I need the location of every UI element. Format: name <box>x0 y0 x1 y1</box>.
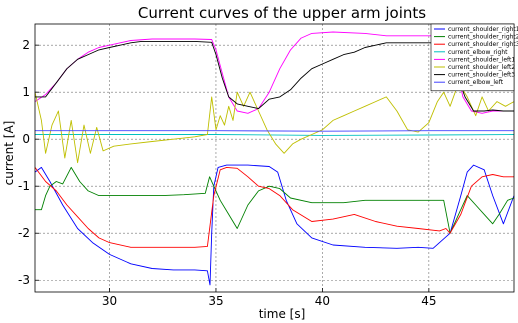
x-axis-label: time [s] <box>259 307 306 321</box>
legend-entry: current_shoulder_left3 <box>448 72 515 79</box>
y-tick-label: 1 <box>22 85 30 99</box>
y-tick-label: -2 <box>18 226 30 240</box>
legend-entry: current_elbow_left <box>448 79 504 86</box>
series-line-current-shoulder-right1 <box>34 164 515 286</box>
grid <box>35 24 514 292</box>
legend-entry: current_shoulder_left2 <box>448 64 515 71</box>
chart-title: Current curves of the upper arm joints <box>138 4 426 22</box>
legend-entry: current_shoulder_right2 <box>448 34 518 41</box>
x-tick-label: 35 <box>208 294 223 308</box>
series-line-current-shoulder-left2 <box>34 82 515 164</box>
y-axis-label: current [A] <box>2 121 16 186</box>
series-line-current-shoulder-right3 <box>34 166 514 248</box>
x-tick-label: 40 <box>315 294 330 308</box>
legend-entry: current_elbow_right <box>448 49 508 56</box>
legend-entry: current_shoulder_right1 <box>448 26 518 33</box>
y-tick-label: -1 <box>18 179 30 193</box>
plot-frame <box>34 23 515 293</box>
series-group <box>34 31 515 286</box>
axis-ticks: 30 35 40 45 -3 -2 -1 0 1 2 <box>18 38 436 308</box>
legend-entry: current_shoulder_left1 <box>448 56 515 63</box>
series-line-current-elbow-right <box>35 134 515 136</box>
series-line-current-shoulder-right2 <box>35 166 515 234</box>
legend-box <box>430 23 515 92</box>
legend: current_shoulder_right1current_shoulder_… <box>430 23 518 92</box>
x-tick-label: 30 <box>102 294 117 308</box>
y-tick-label: 2 <box>22 38 30 52</box>
x-tick-label: 45 <box>421 294 436 308</box>
series-line-current-elbow-left <box>35 130 514 132</box>
y-tick-label: 0 <box>22 132 30 146</box>
legend-entry: current_shoulder_right3 <box>448 41 518 48</box>
y-tick-label: -3 <box>18 273 30 287</box>
